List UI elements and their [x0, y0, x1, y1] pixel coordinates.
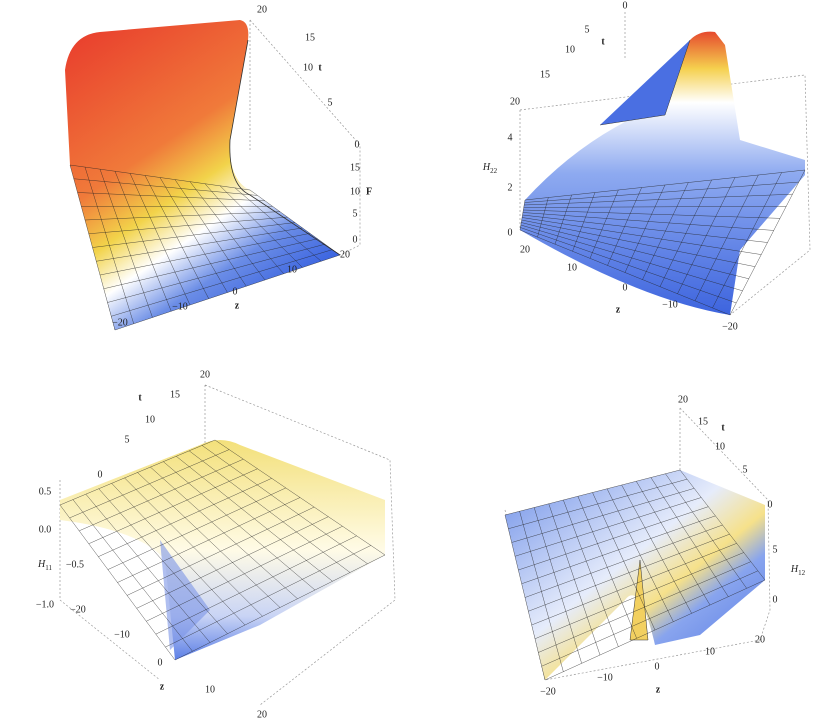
- v-tick-label: 0: [353, 234, 358, 245]
- v-tick-label: 2: [508, 182, 513, 193]
- mesh: [519, 169, 806, 316]
- v-tick-label: 0.0: [39, 524, 52, 535]
- z-tick-label: 10: [567, 262, 577, 273]
- z-tick-label: −10: [597, 672, 613, 683]
- z-tick-label: −20: [112, 317, 128, 328]
- z-tick-label: −20: [722, 321, 738, 332]
- z-tick-label: 10: [287, 264, 297, 275]
- v-tick-label: −0.5: [66, 559, 84, 570]
- v-axis-label: H12: [790, 564, 806, 576]
- trough: [160, 540, 210, 650]
- v-tick-label: 5: [773, 544, 778, 555]
- label-sub: 22: [490, 167, 498, 175]
- z-tick-label: 20: [257, 709, 267, 720]
- t-tick-label: 20: [200, 369, 210, 380]
- z-tick-label: 20: [340, 249, 350, 260]
- label-main: H: [790, 564, 799, 575]
- t-tick-label: 10: [145, 414, 155, 425]
- v-axis-label: H22: [482, 162, 498, 174]
- surface: [60, 440, 385, 660]
- peak: [629, 559, 649, 641]
- t-axis-label: t: [721, 422, 725, 433]
- t-tick-label: 0: [623, 0, 628, 11]
- z-tick-label: 10: [205, 684, 215, 695]
- panel-2: [519, 12, 811, 316]
- surface: [505, 470, 765, 680]
- t-tick-label: 10: [303, 62, 313, 73]
- z-tick-label: −10: [172, 301, 188, 312]
- z-tick-label: 20: [520, 244, 530, 255]
- bounding-box: [504, 407, 771, 681]
- t-tick-label: 15: [540, 69, 550, 80]
- z-axis-label: z: [656, 684, 661, 695]
- z-tick-label: −10: [114, 629, 130, 640]
- panel-4: [504, 407, 771, 681]
- t-tick-label: 10: [565, 44, 575, 55]
- v-tick-label: 10: [350, 186, 360, 197]
- t-tick-label: 0: [355, 139, 360, 150]
- mesh: [69, 164, 341, 331]
- t-tick-label: 15: [305, 32, 315, 43]
- surface: [520, 31, 805, 316]
- t-tick-label: 20: [510, 96, 520, 107]
- t-tick-label: 0: [768, 499, 773, 510]
- v-tick-label: 15: [350, 162, 360, 173]
- z-axis-label: z: [160, 681, 165, 692]
- t-tick-label: 20: [678, 394, 688, 405]
- t-axis-label: t: [601, 36, 605, 47]
- t-tick-label: 15: [698, 416, 708, 427]
- v-tick-label: 5: [353, 208, 358, 219]
- label-main: H: [37, 559, 46, 570]
- z-tick-label: 0: [655, 661, 660, 672]
- mesh: [59, 439, 386, 661]
- v-tick-label: 0: [773, 594, 778, 605]
- t-tick-label: 5: [328, 97, 333, 108]
- z-tick-label: 0: [623, 282, 628, 293]
- t-tick-label: 5: [743, 464, 748, 475]
- v-axis-label: H11: [37, 559, 52, 571]
- t-tick-label: 5: [125, 434, 130, 445]
- z-tick-label: −20: [70, 604, 86, 615]
- z-tick-label: −10: [662, 299, 678, 310]
- side-plane: [599, 39, 691, 126]
- v-tick-label: 4: [508, 132, 513, 143]
- panel-3: [59, 384, 396, 706]
- z-axis-label: z: [616, 304, 621, 315]
- t-axis-label: t: [318, 62, 322, 73]
- z-tick-label: 20: [755, 634, 765, 645]
- label-sub: 12: [798, 569, 806, 577]
- label-sub: 11: [45, 564, 52, 572]
- v-axis-label: F: [366, 186, 372, 197]
- z-tick-label: 10: [705, 646, 715, 657]
- t-tick-label: 0: [98, 469, 103, 480]
- t-axis-label: t: [138, 392, 142, 403]
- label-main: H: [482, 162, 491, 173]
- v-tick-label: 0.5: [39, 486, 52, 497]
- t-tick-label: 10: [715, 441, 725, 452]
- z-tick-label: −20: [540, 686, 556, 697]
- panel-1: [65, 19, 361, 331]
- v-tick-label: −1.0: [36, 599, 54, 610]
- mesh: [504, 469, 766, 681]
- z-tick-label: 0: [158, 657, 163, 668]
- z-tick-label: 0: [233, 286, 238, 297]
- t-tick-label: 5: [585, 24, 590, 35]
- v-tick-label: 0: [508, 227, 513, 238]
- surface: [65, 20, 340, 330]
- t-tick-label: 15: [170, 389, 180, 400]
- t-tick-label: 20: [257, 4, 267, 15]
- bounding-box: [519, 12, 811, 316]
- z-axis-label: z: [235, 300, 240, 311]
